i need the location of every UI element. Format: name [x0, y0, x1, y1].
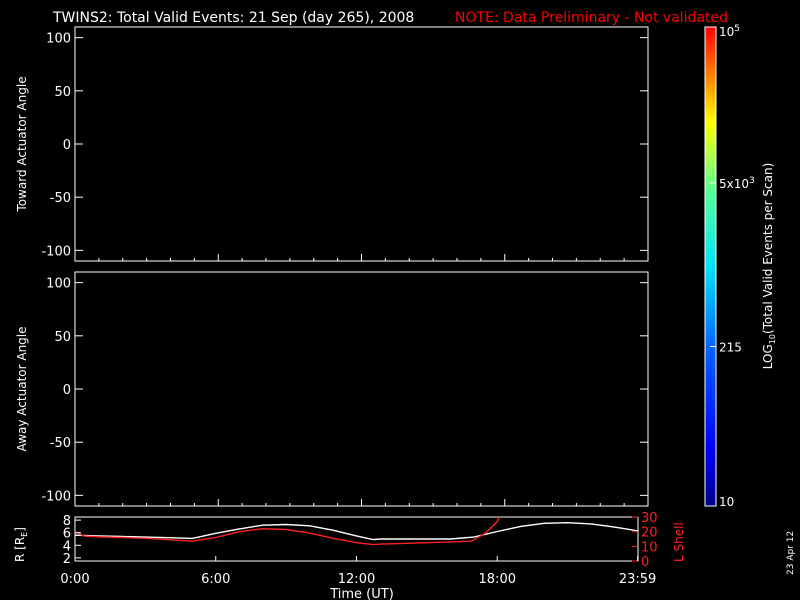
- y-tick-label: 0: [63, 138, 71, 153]
- y-tick-label: 0: [63, 383, 71, 398]
- y-tick-label: -50: [50, 191, 71, 206]
- r-tick-label: 2: [63, 552, 71, 567]
- y-tick-label: -100: [41, 244, 71, 259]
- r-tick-label: 4: [63, 539, 71, 554]
- x-tick-label: 6:00: [201, 572, 230, 587]
- l-shell-tick-label: 20: [641, 526, 658, 541]
- x-tick-label: 18:00: [479, 572, 516, 587]
- x-tick-label: 23:59: [619, 572, 656, 587]
- toward-y-ticks: 100 50 0 -50 -100: [41, 32, 648, 259]
- l-shell-series-line: [74, 516, 501, 546]
- toward-actuator-panel: 100 50 0 -50 -100 Toward Actuator Angle: [15, 26, 649, 262]
- colorbar-tick-label: 215: [719, 340, 742, 354]
- l-shell-tick-label: 30: [641, 511, 658, 526]
- l-shell-axis-label: L Shell: [672, 522, 686, 562]
- away-y-ticks: 100 50 0 -50 -100: [41, 277, 648, 504]
- colorbar-scale: [704, 26, 717, 507]
- toward-panel-frame: [74, 26, 649, 262]
- y-tick-label: 100: [46, 32, 71, 47]
- y-tick-label: -100: [41, 489, 71, 504]
- preliminary-note: NOTE: Data Preliminary - Not validated: [455, 10, 728, 26]
- l-shell-tick-label: 0: [641, 555, 649, 570]
- r-axis-label: R [RE]: [13, 527, 29, 562]
- figure-title: TWINS2: Total Valid Events: 21 Sep (day …: [52, 10, 414, 26]
- l-shell-tick-label: 10: [641, 540, 658, 555]
- y-tick-label: -50: [50, 436, 71, 451]
- r-tick-label: 6: [63, 527, 71, 542]
- x-axis-label: Time (UT): [329, 587, 394, 600]
- orbit-series: [74, 516, 638, 546]
- x-tick-label: 0:00: [60, 572, 89, 587]
- y-tick-label: 50: [54, 330, 71, 345]
- colorbar: 10 215 5x103 105 LOG10(Total Valid Events p…: [704, 24, 777, 509]
- colorbar-ticks: 10 215 5x103 105: [710, 24, 755, 509]
- r-tick-label: 8: [63, 514, 71, 529]
- away-actuator-panel: 100 50 0 -50 -100 Away Actuator Angle: [15, 271, 649, 507]
- y-tick-label: 50: [54, 85, 71, 100]
- y-tick-label: 100: [46, 277, 71, 292]
- away-y-axis-label: Away Actuator Angle: [15, 326, 29, 451]
- colorbar-tick-label: 5x103: [719, 176, 755, 191]
- colorbar-label: LOG10(Total Valid Events per Scan): [761, 163, 777, 370]
- colorbar-tick-label: 105: [719, 24, 740, 39]
- colorbar-tick-label: 10: [719, 495, 734, 509]
- toward-y-axis-label: Toward Actuator Angle: [15, 76, 29, 212]
- x-tick-label: 12:00: [338, 572, 375, 587]
- r-series-line: [74, 521, 638, 541]
- date-stamp: 23 Apr 12: [786, 531, 796, 575]
- away-panel-frame: [74, 271, 649, 507]
